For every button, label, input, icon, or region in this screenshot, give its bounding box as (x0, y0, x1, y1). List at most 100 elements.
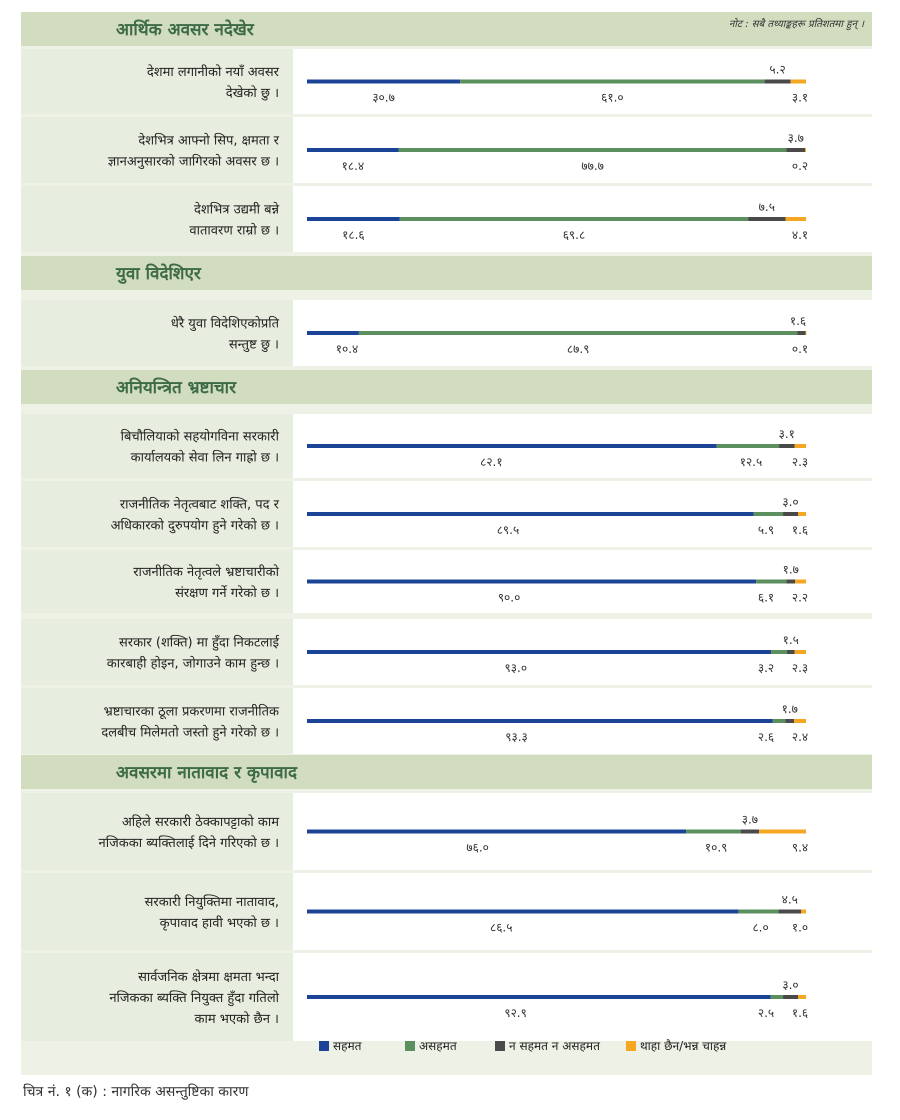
bar-neutral (778, 909, 802, 914)
value-label-agree: ९३.० (505, 661, 528, 675)
row-label: देशभित्र आफ्नो सिप, क्षमता र (138, 133, 279, 149)
value-label-neutral: ५.२ (769, 63, 785, 77)
section-title: आर्थिक अवसर नदेखेर (116, 19, 255, 40)
row-label-cell (21, 117, 293, 183)
bar-agree (307, 650, 772, 654)
row-label-cell (21, 186, 293, 252)
bar-agree (307, 512, 754, 516)
bar-agree (307, 148, 399, 152)
bar-dont_know (798, 995, 806, 999)
value-label-neutral: ३.१ (779, 427, 795, 441)
value-label-neutral: १.६ (790, 314, 806, 328)
bar-disagree (716, 444, 780, 448)
value-label-dont-know: १.६ (792, 1006, 808, 1020)
row-label: राजनीतिक नेतृत्वबाट शक्ति, पद र (120, 497, 280, 513)
bar-agree (307, 719, 773, 723)
stacked-bar-chart: आर्थिक अवसर नदेखेर नोट : सबै तथ्याङ्कहरू … (21, 12, 872, 1053)
value-label-disagree: १०.९ (705, 841, 728, 855)
legend-swatch-neutral (495, 1041, 505, 1051)
bar-agree (307, 79, 461, 84)
value-label-dont-know: २.३ (792, 455, 808, 469)
bar-disagree (753, 512, 784, 516)
section-title: अवसरमा नातावाद र कृपावाद (116, 763, 298, 783)
value-label-disagree: ६९.८ (563, 228, 586, 242)
section-header-bg (21, 12, 872, 46)
bar-dont_know (759, 829, 806, 834)
row-label: सन्तुष्ट छु । (229, 338, 279, 353)
row-label: काम भएको छैन । (195, 1011, 279, 1027)
value-label-disagree: २.५ (758, 1006, 774, 1020)
legend-swatch-agree (319, 1041, 329, 1051)
value-label-agree: ९०.० (498, 591, 521, 605)
bar-disagree (770, 995, 784, 999)
row-label: संरक्षण गर्ने गरेको छ । (175, 585, 279, 601)
bar-neutral (748, 217, 786, 221)
bar-neutral (786, 148, 806, 152)
value-label-dont-know: २.४ (792, 730, 808, 744)
row-label: ज्ञानअनुसारको जागिरको अवसर छ । (108, 154, 279, 170)
row-label-cell (21, 873, 293, 950)
legend-label-disagree: असहमत (419, 1039, 458, 1053)
row-label-cell (21, 481, 293, 547)
value-label-disagree: ६१.० (601, 91, 624, 105)
bar-dont_know (795, 579, 806, 584)
row-label: कारबाही होइन, जोगाउने काम हुन्छ । (107, 656, 279, 673)
bar-agree (307, 909, 739, 914)
legend-label-neutral: न सहमत न असहमत (509, 1039, 601, 1053)
row-label-cell (21, 688, 293, 754)
value-label-disagree: ३.२ (758, 661, 774, 675)
value-label-neutral: ७.५ (759, 200, 775, 214)
value-label-disagree: ८.० (752, 921, 768, 935)
row-label: सरकार (शक्ति) मा हुँदा निकटलाई (119, 635, 280, 652)
row-label: दलबीच मिलेमतो जस्तो हुने गरेको छ । (101, 725, 279, 742)
value-label-dont-know: ४.१ (792, 228, 808, 242)
bar-dont_know (794, 719, 806, 723)
bar-agree (307, 829, 687, 834)
value-label-disagree: ८७.९ (567, 342, 590, 356)
row-label-cell (21, 414, 293, 478)
value-label-neutral: १.५ (783, 633, 799, 647)
bar-disagree (771, 650, 788, 654)
bar-neutral (783, 512, 799, 516)
footnote: नोट : सबै तथ्याङ्कहरू प्रतिशतमा हुन् । (729, 18, 865, 31)
bar-dont_know (801, 909, 806, 914)
bar-dont_know (794, 650, 806, 654)
legend-label-dont_know: थाहा छैन/भन्न चाहन्न (640, 1039, 727, 1053)
row-label: धेरै युवा विदेशिएकोप्रति (171, 316, 280, 332)
bar-disagree (756, 579, 787, 584)
figure-caption: चित्र नं. १ (क) : नागरिक असन्तुष्टिका का… (23, 1084, 249, 1100)
row-label: नजिकका ब्यक्ति नियुक्त हुँदा गतिलो (109, 990, 279, 1007)
row-label: देशमा लगानीको नयाँ अवसर (147, 64, 280, 80)
row-label: कार्यालयको सेवा लिन गाह्रो छ । (131, 450, 279, 466)
value-label-agree: १८.४ (342, 159, 365, 173)
section-header-bg (21, 370, 872, 404)
value-label-dont-know: ३.१ (792, 91, 808, 105)
bar-dont_know (794, 444, 806, 448)
value-label-dont-know: १.६ (792, 523, 808, 537)
bar-disagree (772, 719, 786, 723)
bar-agree (307, 995, 771, 999)
value-label-disagree: ७७.७ (581, 159, 604, 173)
row-label: सार्वजनिक क्षेत्रमा क्षमता भन्दा (138, 969, 280, 985)
value-label-agree: ९२.९ (504, 1006, 527, 1020)
row-label: सरकारी नियुक्तिमा नातावाद, (145, 894, 279, 910)
value-label-agree: १०.४ (336, 342, 359, 356)
row-label-cell (21, 49, 293, 114)
bar-neutral (740, 829, 760, 834)
value-label-dont-know: २.२ (792, 591, 808, 605)
bar-disagree (398, 148, 787, 152)
value-label-disagree: २.६ (758, 730, 774, 744)
row-label: वातावरण राम्रो छ । (189, 223, 279, 239)
bar-dont_know (785, 217, 806, 221)
bar-neutral (785, 719, 795, 723)
row-label: कृपावाद हावी भएको छ । (160, 915, 279, 931)
bar-neutral (786, 579, 796, 584)
bar-agree (307, 579, 757, 584)
row-label: देखेको छु । (226, 85, 279, 101)
value-label-disagree: ५.९ (758, 523, 774, 537)
row-label: राजनीतिक नेतृत्वले भ्रष्टाचारीको (133, 564, 279, 580)
row-label: भ्रष्टाचारका ठूला प्रकरणमा राजनीतिक (104, 704, 280, 720)
bar-neutral (764, 79, 791, 84)
row-label-cell (21, 550, 293, 613)
row-label-cell (21, 953, 293, 1041)
